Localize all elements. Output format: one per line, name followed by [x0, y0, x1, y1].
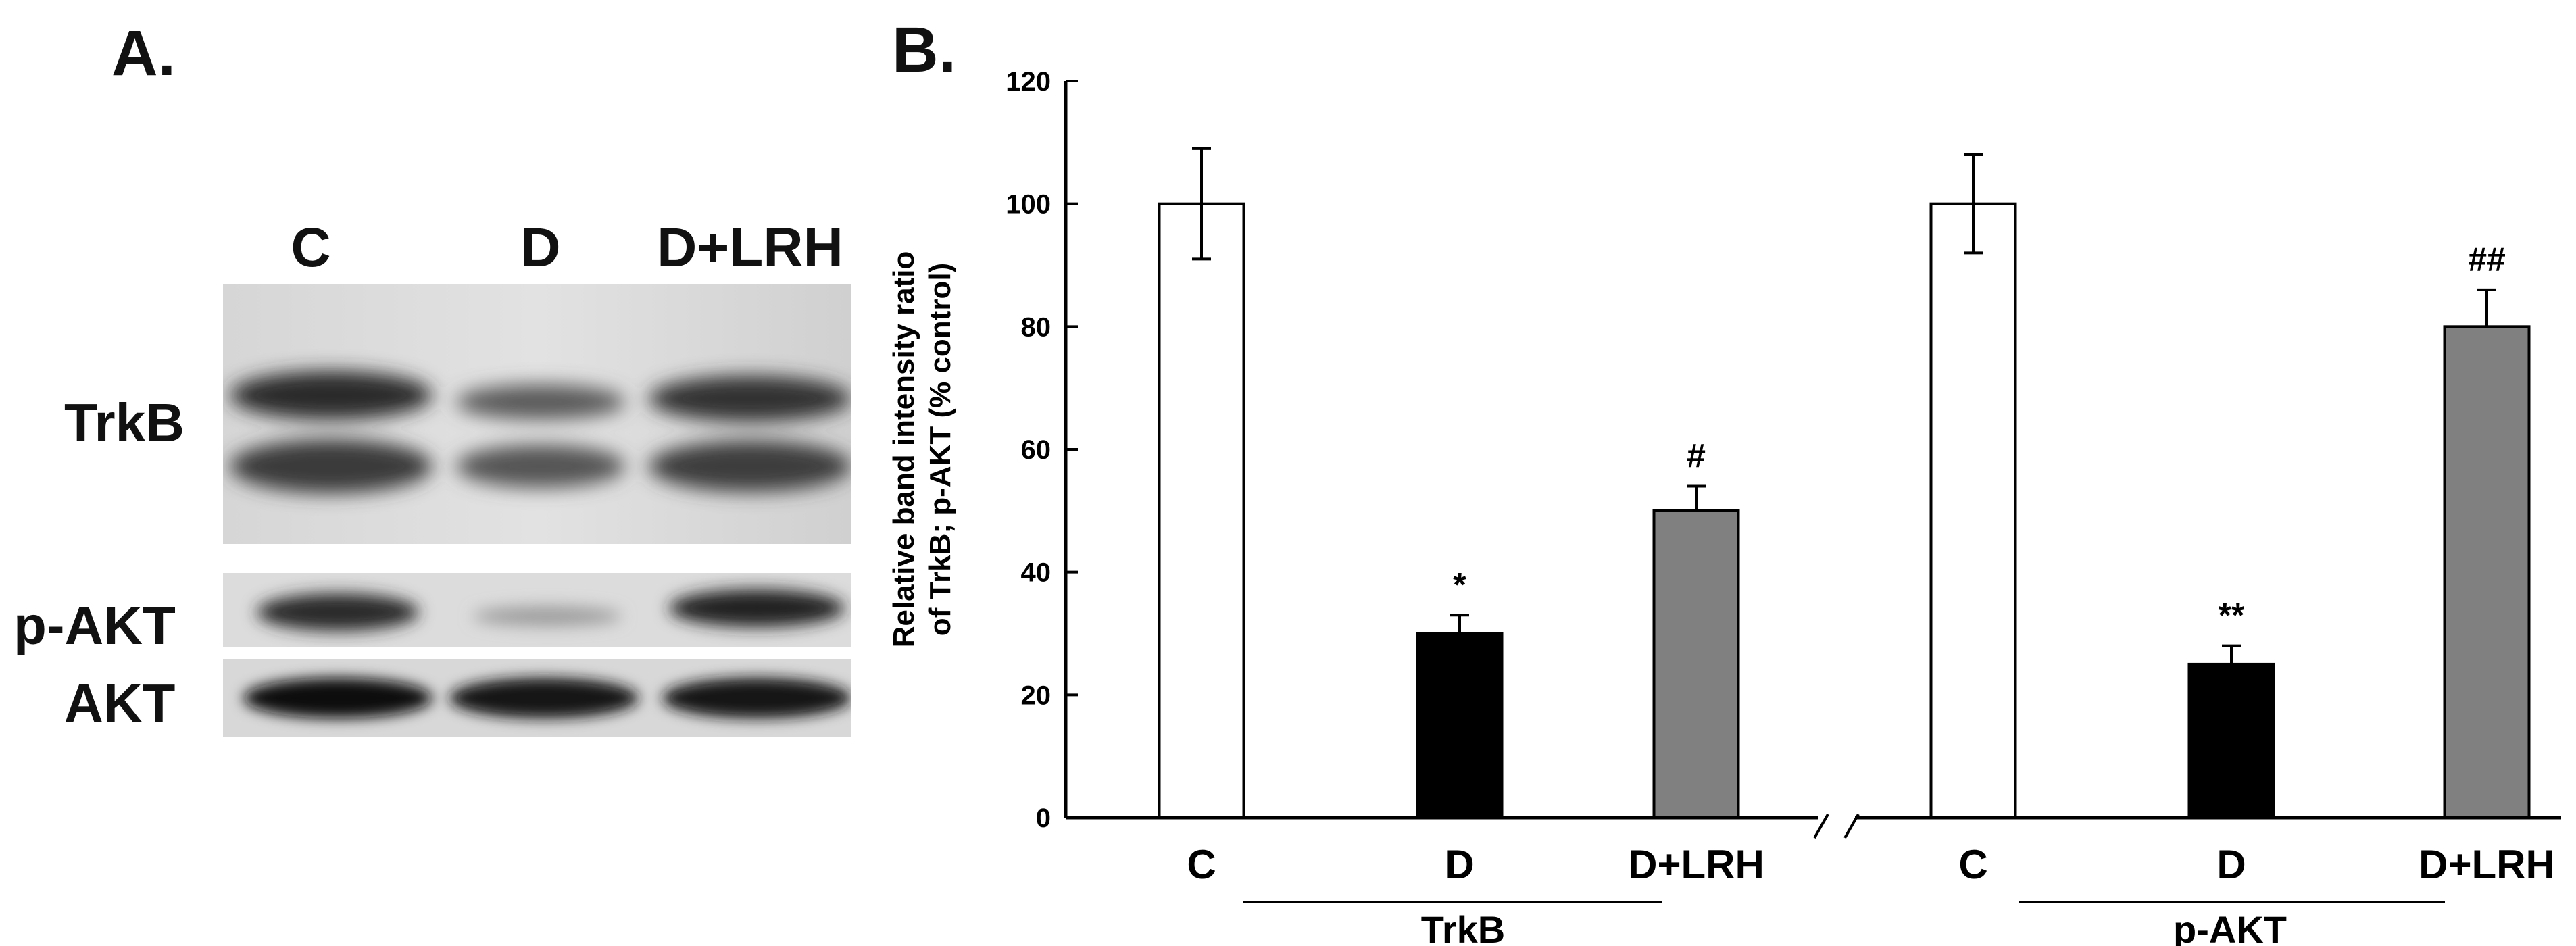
y-tick-label: 0 — [1036, 803, 1051, 833]
lane-label-d: D — [520, 217, 561, 278]
akt-blot-image — [223, 659, 851, 737]
bar-chart-svg: 0 20 40 60 80 100 120 Relative band intensity r… — [887, 67, 2561, 946]
x-category-label: D — [1445, 842, 1474, 887]
axis-break-mark — [1813, 814, 1829, 839]
y-axis-title-line: Relative band intensity ratio — [887, 251, 920, 648]
y-axis-title-line: of TrkB; p-AKT (% control) — [924, 263, 957, 636]
y-axis-title: Relative band intensity ratio of TrkB; p-… — [887, 251, 957, 648]
axis-break-mark — [1843, 814, 1860, 839]
bar-trkb-0 — [1158, 202, 1245, 819]
p-akt-blot-image — [223, 573, 851, 647]
y-tick-label: 20 — [1021, 680, 1051, 710]
bar-p-akt-2 — [2443, 325, 2531, 820]
row-label-p-akt: p-AKT — [14, 595, 176, 655]
x-category-label: D — [2216, 842, 2246, 887]
x-category-label: C — [1187, 842, 1216, 887]
bar-trkb-2 — [1652, 509, 1740, 819]
row-label-akt: AKT — [64, 673, 176, 733]
group-label: TrkB — [1421, 908, 1506, 946]
row-label-trkb: TrkB — [64, 393, 184, 453]
group-label: p-AKT — [2173, 908, 2287, 946]
x-category-label: D+LRH — [2419, 842, 2555, 887]
bar-p-akt-0 — [1929, 202, 2017, 819]
y-tick-label: 80 — [1021, 312, 1051, 342]
trkb-blot-image — [223, 284, 851, 544]
significance-marker: ** — [2219, 597, 2245, 634]
significance-marker: ## — [2468, 241, 2506, 278]
y-tick-label: 120 — [1006, 67, 1051, 97]
significance-marker: # — [1687, 437, 1706, 475]
y-tick-label: 40 — [1021, 558, 1051, 588]
lane-label-d-lrh: D+LRH — [657, 217, 843, 278]
x-category-label: D+LRH — [1628, 842, 1764, 887]
significance-marker: * — [1453, 566, 1466, 603]
y-tick-label: 100 — [1006, 190, 1051, 220]
bar-trkb-1 — [1416, 632, 1504, 819]
panel-a-western-blot: A. C D D+LRH TrkB p-AKT AKT — [0, 0, 878, 946]
x-category-label: C — [1958, 842, 1987, 887]
y-tick-label: 60 — [1021, 435, 1051, 465]
bar-p-akt-1 — [2187, 662, 2275, 820]
panel-b-label: B. — [892, 14, 956, 86]
panel-a-label: A. — [112, 18, 176, 89]
lane-label-c: C — [291, 217, 331, 278]
panel-b-bar-chart: B. 0 20 40 60 80 100 120 Relative band intensit… — [878, 0, 2576, 946]
